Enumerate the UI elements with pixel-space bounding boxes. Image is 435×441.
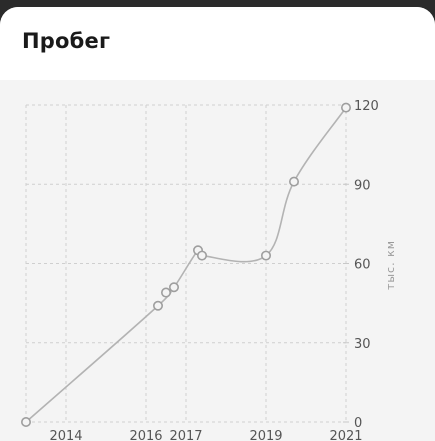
data-point[interactable] xyxy=(260,250,271,261)
data-point[interactable] xyxy=(288,176,299,187)
y-axis-ticks: 0 30 60 90 120 xyxy=(343,99,379,431)
x-tick-label: 2017 xyxy=(169,429,202,441)
data-point[interactable] xyxy=(161,287,172,298)
data-point[interactable] xyxy=(197,250,208,261)
y-tick-label: 120 xyxy=(354,99,379,114)
data-point[interactable] xyxy=(153,300,164,311)
x-axis-ticks: 2014 2016 2017 2019 2021 xyxy=(49,429,362,441)
x-tick-label: 2016 xyxy=(129,429,162,441)
data-point[interactable] xyxy=(20,416,31,427)
data-point[interactable] xyxy=(340,102,351,113)
x-tick-label: 2021 xyxy=(329,429,362,441)
y-tick-label: 30 xyxy=(354,337,371,352)
x-tick-label: 2014 xyxy=(49,429,82,441)
data-point[interactable] xyxy=(169,282,180,293)
y-axis-label: тыс. км xyxy=(384,240,397,290)
header: Пробег xyxy=(0,7,435,80)
y-tick-label: 90 xyxy=(354,178,371,193)
chart-grid xyxy=(25,104,347,423)
data-points xyxy=(20,102,351,427)
x-tick-label: 2019 xyxy=(249,429,282,441)
y-tick-label: 0 xyxy=(354,416,362,431)
y-tick-label: 60 xyxy=(354,258,371,273)
page-title: Пробег xyxy=(22,29,111,53)
